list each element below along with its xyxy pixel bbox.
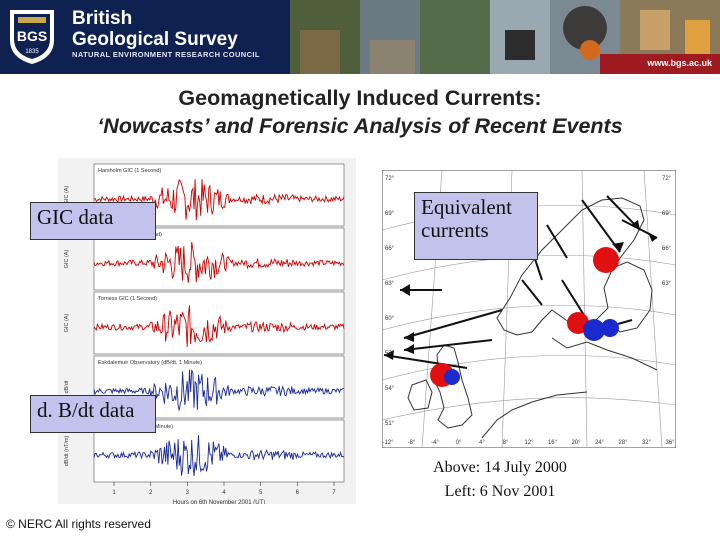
- caption-line1: Above: 14 July 2000: [433, 459, 567, 476]
- current-spot-blue: [583, 319, 605, 341]
- plot-panel: [93, 291, 345, 355]
- panel-title: Torness GIC (1 Second): [98, 296, 157, 302]
- latitude-label: 66°: [385, 246, 395, 252]
- equivalent-currents-line2: currents: [421, 218, 489, 242]
- equivalent-currents-label: Equivalent currents: [414, 192, 538, 260]
- panel-axis-label: GIC (A): [64, 314, 70, 333]
- header-photo-montage: [290, 0, 720, 74]
- latitude-label: 72°: [385, 176, 395, 182]
- copyright-notice: © NERC All rights reserved: [6, 517, 151, 531]
- latitude-label: 63°: [662, 281, 672, 287]
- longitude-label: -8°: [408, 440, 416, 446]
- x-tick-label: 6: [296, 490, 300, 496]
- panel-title: Eskdalemuir Observatory (dB/dt, 1 Minute…: [98, 360, 202, 366]
- bgs-seal-logo: BGS 1835: [10, 10, 54, 64]
- org-subtitle: NATURAL ENVIRONMENT RESEARCH COUNCIL: [72, 50, 260, 59]
- x-tick-label: 3: [186, 490, 190, 496]
- title-line2: ‘Nowcasts’ and Forensic Analysis of Rece…: [97, 114, 623, 138]
- longitude-label: 20°: [571, 440, 581, 446]
- longitude-label: 28°: [618, 440, 628, 446]
- seal-text: BGS: [17, 28, 47, 44]
- latitude-label: 72°: [662, 176, 672, 182]
- current-vectors: [383, 195, 658, 369]
- dbdt-data-label: d. B/dt data: [30, 395, 156, 433]
- longitude-label: 12°: [524, 440, 534, 446]
- longitude-label: 32°: [642, 440, 652, 446]
- x-tick-label: 5: [259, 490, 263, 496]
- org-name-line1: British: [72, 8, 133, 29]
- longitude-label: -4°: [431, 440, 439, 446]
- org-name-line2: Geological Survey: [72, 29, 238, 50]
- longitude-label: 24°: [595, 440, 605, 446]
- latitude-label: 69°: [385, 211, 395, 217]
- latitude-label: 66°: [662, 246, 672, 252]
- latitude-label: 51°: [385, 421, 395, 427]
- panel-trace: [93, 369, 345, 411]
- current-vector-heads: [384, 220, 657, 360]
- equivalent-currents-line1: Equivalent: [421, 195, 512, 219]
- panel-trace: [93, 435, 345, 477]
- x-tick-label: 2: [149, 490, 153, 496]
- panel-axis-label: dB/dt (nT/m): [64, 436, 70, 467]
- header-banner: BGS 1835 British Geological Survey NATUR…: [0, 0, 720, 74]
- website-url[interactable]: www.bgs.ac.uk: [647, 58, 712, 68]
- gic-data-label: GIC data: [30, 202, 156, 240]
- current-spot-red: [593, 247, 619, 273]
- panel-axis-label: dB/dt: [64, 380, 70, 393]
- longitude-label: 36°: [665, 440, 675, 446]
- panel-axis-label: GIC (A): [64, 250, 70, 269]
- caption-line2: Left: 6 Nov 2001: [444, 483, 556, 500]
- finland-outline: [607, 261, 653, 333]
- x-tick-label: 1: [112, 490, 116, 496]
- x-axis-label: Hours on 6th November 2001 (UT): [173, 500, 265, 504]
- date-caption: Above: 14 July 2000 Left: 6 Nov 2001: [405, 456, 595, 504]
- seal-year: 1835: [25, 49, 39, 55]
- longitude-label: 4°: [479, 440, 485, 446]
- latitude-label: 54°: [385, 386, 395, 392]
- latitude-label: 57°: [385, 351, 395, 357]
- longitude-label: 0°: [456, 440, 462, 446]
- panel-title: Harsholm GIC (1 Second): [98, 168, 161, 174]
- slide-title: Geomagnetically Induced Currents: ‘Nowca…: [0, 84, 720, 140]
- gic-time-series-plot: Harsholm GIC (1 Second)GIC (A)Stalkaven …: [64, 163, 345, 504]
- url-bar: [600, 54, 720, 74]
- title-line1: Geomagnetically Induced Currents:: [178, 86, 542, 110]
- current-spot-blue: [601, 319, 619, 337]
- baltic-coast-outline: [551, 337, 658, 371]
- longitude-label: -12°: [382, 440, 394, 446]
- logo-block: BGS 1835 British Geological Survey NATUR…: [0, 0, 290, 74]
- latitude-label: 63°: [385, 281, 395, 287]
- longitude-label: 8°: [503, 440, 509, 446]
- panel-trace: [93, 305, 345, 348]
- ireland-outline: [407, 379, 433, 411]
- x-tick-label: 4: [222, 490, 226, 496]
- longitude-label: 16°: [548, 440, 558, 446]
- org-name: British Geological Survey: [72, 8, 238, 50]
- current-spot-blue: [444, 369, 460, 385]
- latitude-label: 60°: [385, 316, 395, 322]
- panel-axis-label: GIC (A): [64, 186, 70, 205]
- panel-trace: [93, 241, 345, 283]
- latitude-label: 69°: [662, 211, 672, 217]
- panel-trace: [93, 178, 345, 221]
- europe-coast-outline: [481, 391, 588, 439]
- x-tick-label: 7: [332, 490, 336, 496]
